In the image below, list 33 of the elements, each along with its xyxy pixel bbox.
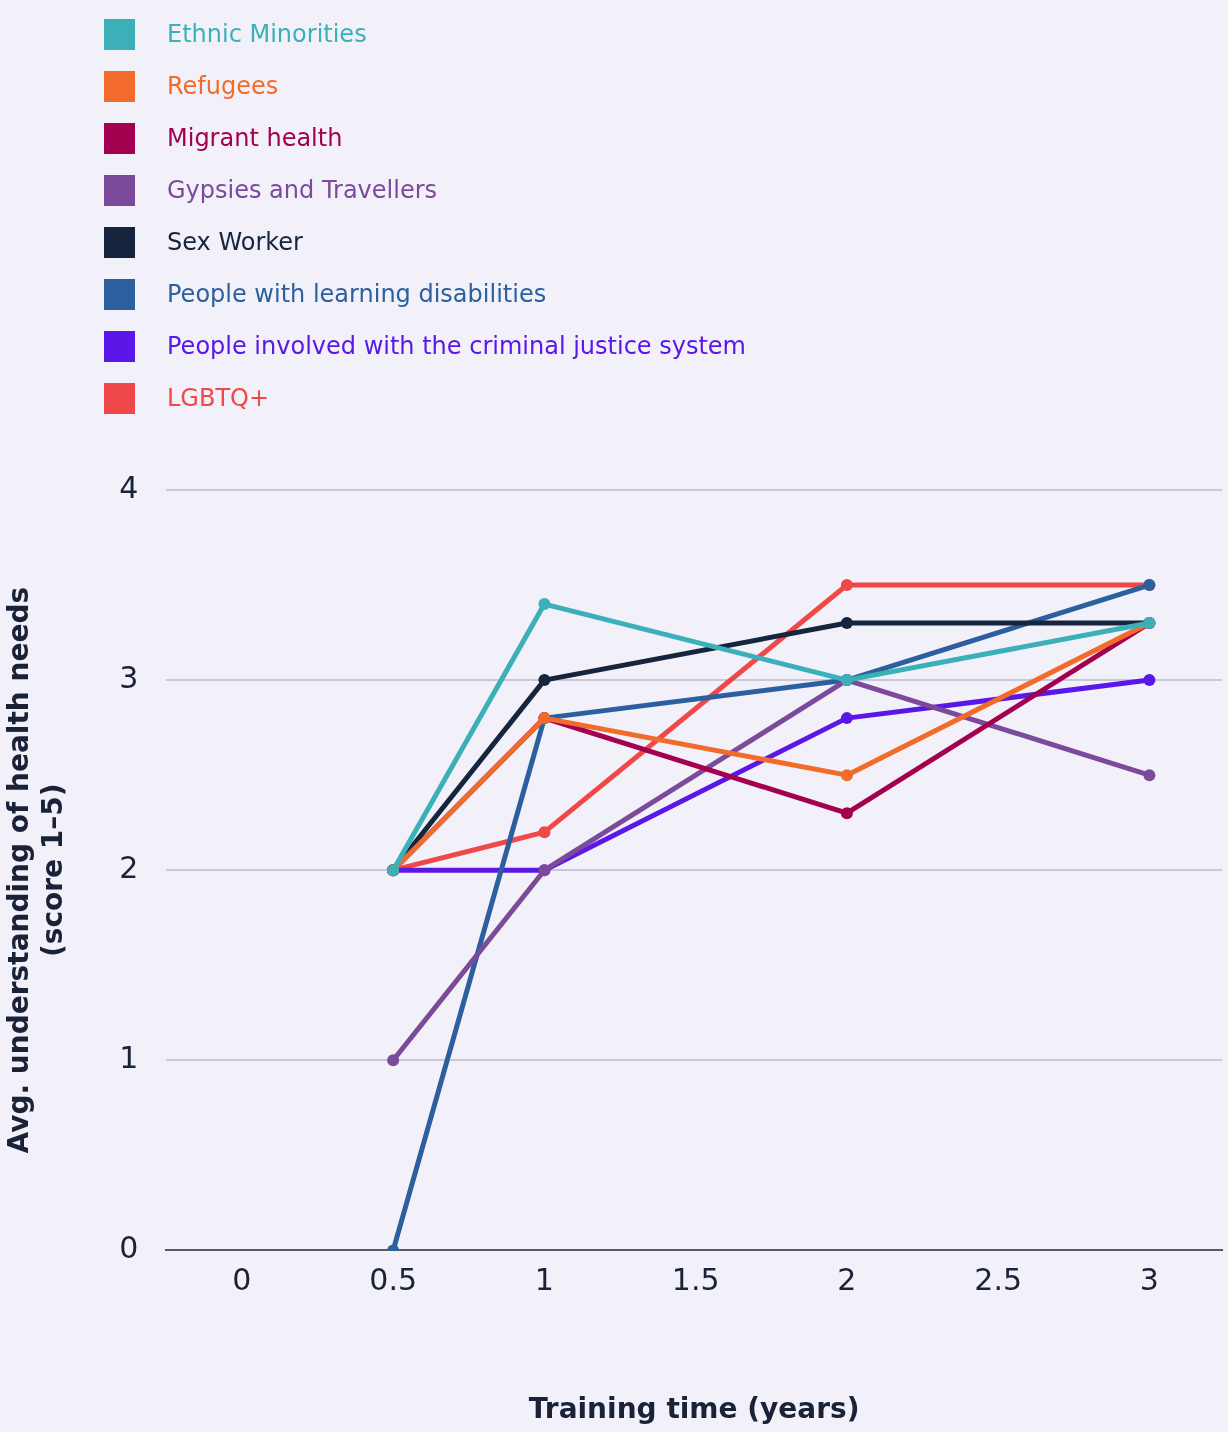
point: [538, 674, 551, 687]
legend-label: LGBTQ+: [167, 384, 270, 412]
legend-label: Sex Worker: [167, 228, 303, 256]
y-axis-title: Avg. understanding of health needs (score 1–5): [2, 586, 69, 1154]
legend-label: Ethnic Minorities: [167, 20, 367, 48]
y-tick-label: 4: [119, 469, 139, 505]
legend-label: Gypsies and Travellers: [167, 176, 438, 204]
x-tick-label: 2.5: [974, 1262, 1023, 1298]
point: [387, 1054, 400, 1067]
x-tick-label: 0.5: [369, 1262, 418, 1298]
point: [1143, 674, 1156, 687]
legend-label: Refugees: [167, 72, 279, 100]
y-tick-label: 3: [119, 659, 139, 695]
point: [538, 826, 551, 839]
y-tick-label: 0: [119, 1230, 139, 1266]
point: [840, 579, 853, 592]
y-tick-label: 2: [119, 850, 139, 885]
y-tick-label: 1: [119, 1040, 139, 1076]
point: [1143, 769, 1156, 782]
legend-label: Migrant health: [167, 124, 343, 152]
x-axis-title: Training time (years): [528, 1392, 860, 1426]
point: [840, 617, 853, 630]
x-tick-label: 1.5: [671, 1262, 720, 1298]
point: [840, 769, 853, 782]
x-tick-label: 1: [534, 1262, 554, 1298]
x-tick-label: 2: [837, 1262, 857, 1298]
point: [538, 598, 551, 611]
point: [840, 807, 853, 820]
legend-label: People with learning disabilities: [167, 280, 547, 308]
x-tick-label: 0: [232, 1262, 252, 1298]
legend-label: People involved with the criminal justice system: [167, 332, 746, 360]
x-tick-label: 3: [1139, 1262, 1159, 1298]
point: [840, 712, 853, 725]
